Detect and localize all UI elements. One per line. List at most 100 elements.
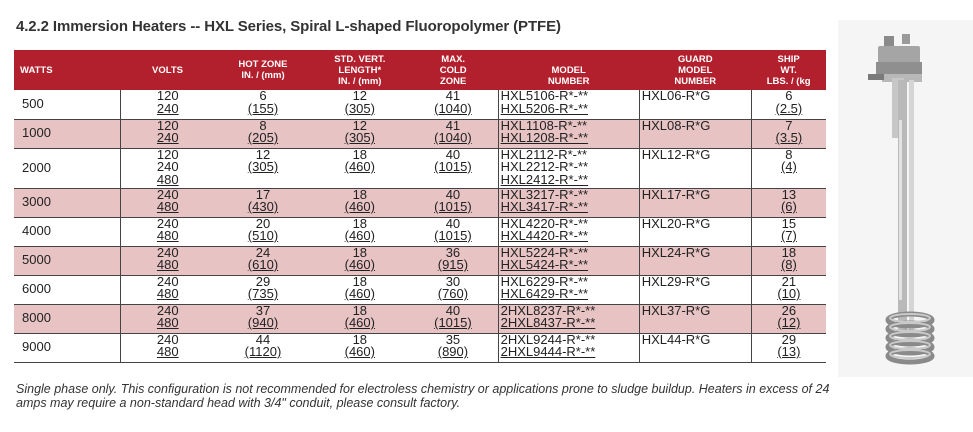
cold-zone-cell-line: 40 bbox=[445, 146, 461, 162]
vert-length-cell-line: (460) bbox=[344, 159, 375, 174]
hot-zone-cell-line: (430) bbox=[247, 199, 279, 214]
guard-model-cell-line: HXL29-R*G bbox=[641, 273, 711, 289]
hot-zone-cell-line: 37 bbox=[255, 302, 271, 318]
cold-zone-cell-line: 40 bbox=[445, 215, 461, 231]
volts-cell-line: 240 bbox=[156, 186, 179, 202]
watts-cell-line: 3000 bbox=[22, 194, 51, 210]
watts-cell-line: 6000 bbox=[22, 281, 51, 297]
vert-length-cell: 18 (460) bbox=[311, 244, 409, 276]
cold-zone-cell-line: (1015) bbox=[434, 228, 472, 243]
model-number-cell-line: HXL3217-R*-** bbox=[500, 186, 589, 202]
watts-cell: 3000 bbox=[14, 188, 121, 218]
vert-length-cell: 18 (460) bbox=[311, 273, 409, 305]
ship-weight-cell: 29 (13) bbox=[750, 331, 826, 363]
watts-cell: 1000 bbox=[14, 119, 121, 149]
vert-length-cell: 18 (460) bbox=[311, 333, 409, 363]
volts-cell: 240 480 bbox=[119, 275, 215, 305]
ship-weight-cell: 18 (8) bbox=[750, 246, 826, 276]
ship-weight-cell: 15 (7) bbox=[750, 217, 826, 247]
watts-cell-line: 4000 bbox=[22, 223, 51, 239]
vert-length-cell: 12 (305) bbox=[311, 117, 409, 149]
table-row: 4000 240 480 20 (510) 18 (460) 40 (1015) HXL4220-… bbox=[14, 215, 826, 247]
watts-cell-line: 5000 bbox=[22, 252, 51, 268]
guard-model-cell-line: HXL08-R*G bbox=[641, 117, 711, 133]
table-header-row: WATTS VOLTS HOT ZONE IN. / (mm) STD. VERT… bbox=[14, 50, 826, 90]
model-number-cell-line: 2HXL8237-R*-** bbox=[500, 302, 596, 318]
watts-cell-line: 1000 bbox=[22, 125, 51, 141]
cold-zone-cell-line: 40 bbox=[445, 302, 461, 318]
cold-zone-cell-line: (1015) bbox=[434, 315, 472, 330]
model-number-cell-line: HXL2112-R*-** bbox=[500, 146, 588, 162]
vert-length-cell: 18 (460) bbox=[311, 148, 409, 189]
ship-weight-cell-line: 29 bbox=[781, 331, 797, 347]
cold-zone-cell-line: (1015) bbox=[434, 159, 472, 174]
guard-model-cell-line: HXL06-R*G bbox=[641, 88, 711, 103]
cold-zone-cell: 41 (1040) bbox=[408, 117, 499, 149]
hot-zone-cell: 44 (1120) bbox=[214, 331, 312, 363]
volts-cell-line: 480 bbox=[156, 171, 179, 187]
cold-zone-cell: 40 (1015) bbox=[408, 302, 499, 334]
vert-length-cell: 18 (460) bbox=[311, 186, 409, 218]
volts-cell-line: 240 bbox=[156, 331, 179, 347]
vert-length-cell-line: (460) bbox=[344, 228, 375, 243]
cold-zone-cell: 41 (1040) bbox=[408, 88, 499, 120]
ship-weight-cell: 6 (2.5) bbox=[750, 89, 826, 120]
header-watts: WATTS bbox=[14, 50, 121, 90]
header-vert-length: STD. VERT. LENGTH* IN. / (mm) bbox=[311, 50, 409, 90]
hot-zone-cell: 20 (510) bbox=[214, 217, 312, 247]
ship-weight-cell-line: (10) bbox=[777, 286, 801, 301]
hot-zone-cell-line: (305) bbox=[247, 159, 279, 174]
volts-cell: 120 240 bbox=[119, 89, 215, 120]
volts-cell-line: 240 bbox=[156, 302, 179, 318]
heater-photo bbox=[838, 20, 973, 377]
vert-length-cell-line: 12 bbox=[352, 117, 368, 133]
cold-zone-cell-line: 41 bbox=[445, 88, 461, 103]
vert-length-cell-line: (460) bbox=[344, 315, 375, 330]
table-row: 2000 120 240 480 12 (305) 18 (460) 40 (1015) HXL21… bbox=[14, 146, 826, 189]
model-number-cell: HXL1108-R*-** HXL1208-R*-** bbox=[497, 119, 640, 149]
volts-cell: 120 240 bbox=[119, 119, 215, 149]
vert-length-cell: 18 (460) bbox=[311, 304, 409, 334]
hot-zone-cell-line: 44 bbox=[255, 331, 271, 347]
watts-cell-line: 500 bbox=[22, 96, 44, 111]
ship-weight-cell-line: 7 bbox=[785, 117, 793, 133]
ship-weight-cell-line: (2.5) bbox=[775, 100, 803, 116]
model-number-cell: HXL5224-R*-** HXL5424-R*-** bbox=[497, 246, 640, 276]
ship-weight-cell-line: (4) bbox=[780, 159, 797, 174]
model-number-cell-line: HXL6429-R*-** bbox=[500, 286, 589, 301]
hot-zone-cell-line: 29 bbox=[255, 273, 271, 289]
model-number-cell: HXL6229-R*-** HXL6429-R*-** bbox=[497, 273, 640, 305]
model-number-cell-line: HXL6229-R*-** bbox=[500, 273, 589, 289]
model-number-cell: HXL3217-R*-** HXL3417-R*-** bbox=[497, 186, 640, 218]
model-number-cell-line: 2HXL8437-R*-** bbox=[500, 315, 596, 330]
cold-zone-cell-line: (1015) bbox=[434, 199, 472, 214]
ship-weight-cell: 7 (3.5) bbox=[750, 117, 826, 149]
vert-length-cell-line: 18 bbox=[352, 273, 368, 289]
header-guard: GUARD MODEL NUMBER bbox=[639, 50, 752, 90]
model-number-cell-line: HXL5206-R*-** bbox=[500, 100, 589, 116]
watts-cell: 9000 bbox=[14, 333, 121, 363]
vert-length-cell-line: 18 bbox=[352, 186, 368, 202]
header-ship: SHIP WT. LBS. / (kg bbox=[751, 50, 826, 90]
table-row: 8000 240 480 37 (940) 18 (460) 40 (1015) 2HXL8237… bbox=[14, 302, 826, 334]
volts-cell: 240 480 bbox=[119, 331, 215, 363]
table-row: 1000 120 240 8 (205) 12 (305) 41 (1040) HXL1108-R… bbox=[14, 117, 826, 149]
cold-zone-cell-line: 36 bbox=[445, 244, 461, 260]
model-number-cell: HXL5106-R*-** HXL5206-R*-** bbox=[497, 89, 640, 120]
ship-weight-cell-line: (6) bbox=[780, 199, 797, 214]
volts-cell-line: 240 bbox=[156, 244, 179, 260]
cold-zone-cell: 40 (1015) bbox=[408, 188, 499, 218]
guard-model-cell: HXL24-R*G bbox=[638, 244, 752, 276]
vert-length-cell-line: (460) bbox=[344, 199, 375, 214]
table-row: 6000 240 480 29 (735) 18 (460) 30 (760) HXL6229-R… bbox=[14, 273, 826, 305]
guard-model-cell-line: HXL24-R*G bbox=[641, 244, 711, 260]
vert-length-cell-line: (460) bbox=[344, 257, 375, 272]
cold-zone-cell: 36 (915) bbox=[408, 244, 499, 276]
vert-length-cell-line: (460) bbox=[344, 286, 375, 301]
spiral-heater-image bbox=[838, 20, 973, 377]
guard-model-cell: HXL12-R*G bbox=[638, 148, 752, 189]
hot-zone-cell: 37 (940) bbox=[214, 302, 312, 334]
cold-zone-cell: 40 (1015) bbox=[408, 146, 499, 189]
cold-zone-cell-line: 41 bbox=[445, 117, 461, 133]
vert-length-cell-line: 18 bbox=[352, 244, 368, 260]
